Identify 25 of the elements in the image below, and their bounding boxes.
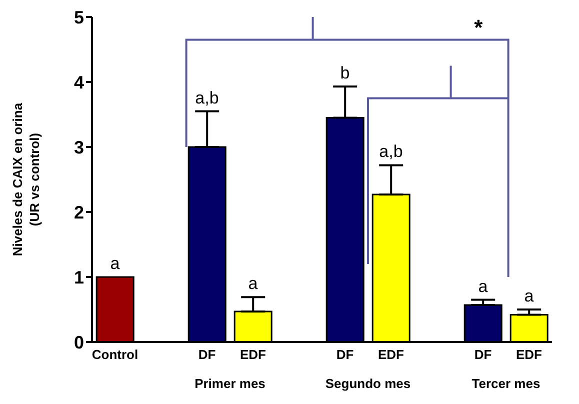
y-tick-label: 3 — [74, 137, 84, 158]
data-label: a — [248, 274, 258, 294]
annotation: * — [474, 15, 484, 40]
x-tick-label: Control — [92, 347, 138, 362]
x-tick-label: EDF — [516, 347, 542, 362]
text: Primer mes — [194, 376, 266, 391]
y-tick-label: 1 — [74, 267, 84, 288]
data-label: a,b — [379, 142, 403, 162]
x-tick-label: DF — [474, 347, 492, 362]
data-label: a — [524, 286, 534, 306]
data-label: a — [110, 254, 120, 273]
data-label: b — [340, 64, 350, 83]
x-tick-label: EDF — [240, 347, 266, 362]
text: Tercer mes — [472, 376, 540, 391]
data-label: a — [478, 276, 488, 296]
y-tick-label: 0 — [74, 332, 84, 352]
text: Segundo mes — [325, 376, 411, 391]
y-axis-title: Niveles de CAIX en orina (UR vs control) — [10, 102, 42, 256]
y-tick-label: 2 — [74, 202, 84, 222]
x-tick-label: DF — [198, 347, 216, 362]
y-tick-label: 5 — [74, 7, 84, 28]
data-label: a,b — [195, 88, 219, 108]
x-tick-label: EDF — [378, 347, 404, 362]
y-tick-label: 4 — [74, 72, 84, 92]
x-tick-label: DF — [336, 347, 354, 362]
